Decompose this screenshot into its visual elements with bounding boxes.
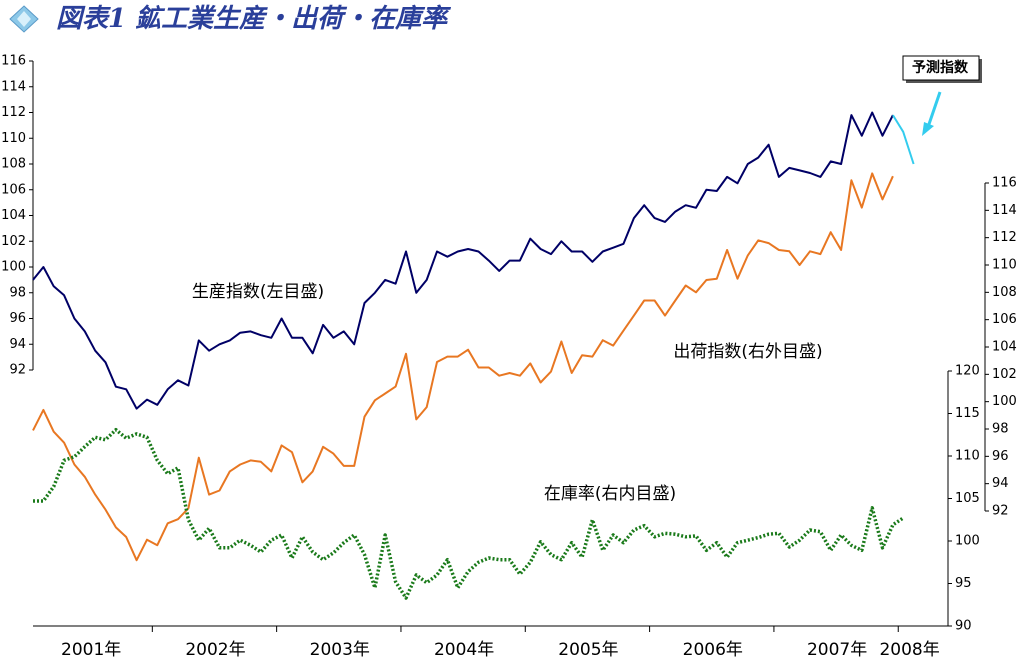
y-tick-label: 100 xyxy=(1,260,26,275)
y3-tick-label: 110 xyxy=(955,449,980,464)
chart-title: 図表1 鉱工業生産・出荷・在庫率 xyxy=(56,4,451,34)
y2-tick-label: 112 xyxy=(992,230,1017,245)
x-tick-label: 2006年 xyxy=(683,640,743,660)
legend-label: 出荷指数(右外目盛) xyxy=(673,342,822,362)
forecast-callout xyxy=(902,55,982,136)
y-tick-label: 116 xyxy=(1,54,26,69)
y2-tick-label: 116 xyxy=(992,176,1017,191)
y-tick-label: 94 xyxy=(9,337,26,352)
y2-tick-label: 100 xyxy=(992,394,1017,409)
y-tick-label: 104 xyxy=(1,208,26,223)
y2-tick-label: 106 xyxy=(992,312,1017,327)
series-line xyxy=(32,111,894,410)
y2-tick-label: 104 xyxy=(992,340,1017,355)
y-tick-label: 112 xyxy=(1,105,26,120)
y3-tick-label: 120 xyxy=(955,364,980,379)
y3-tick-label: 115 xyxy=(955,406,980,421)
x-tick-label: 2002年 xyxy=(185,640,245,660)
y-tick-label: 102 xyxy=(1,234,26,249)
x-tick-label: 2007年 xyxy=(807,640,867,660)
y-tick-label: 96 xyxy=(9,311,26,326)
legend-label: 在庫率(右内目盛) xyxy=(544,484,676,504)
y-tick-label: 108 xyxy=(1,157,26,172)
title-icon xyxy=(9,5,39,33)
y2-tick-label: 102 xyxy=(992,367,1017,382)
y2-tick-label: 96 xyxy=(992,449,1009,464)
y2-tick-label: 92 xyxy=(992,504,1009,519)
x-tick-label: 2004年 xyxy=(434,640,494,660)
legend-label: 生産指数(左目盛) xyxy=(192,282,324,302)
series-line xyxy=(892,114,915,165)
x-tick-label: 2005年 xyxy=(558,640,618,660)
y2-tick-label: 114 xyxy=(992,203,1017,218)
y2-tick-label: 110 xyxy=(992,258,1017,273)
y2-tick-label: 98 xyxy=(992,422,1009,437)
y3-tick-label: 95 xyxy=(955,576,972,591)
y-tick-label: 106 xyxy=(1,182,26,197)
y-tick-label: 110 xyxy=(1,131,26,146)
y-tick-label: 98 xyxy=(9,285,26,300)
series-line xyxy=(33,427,905,600)
y2-tick-label: 108 xyxy=(992,285,1017,300)
y3-tick-label: 105 xyxy=(955,491,980,506)
x-tick-label: 2008年 xyxy=(879,640,939,660)
x-tick-label: 2001年 xyxy=(61,640,121,660)
y2-tick-label: 94 xyxy=(992,476,1009,491)
y3-tick-label: 90 xyxy=(955,619,972,634)
x-tick-label: 2003年 xyxy=(310,640,370,660)
y3-tick-label: 100 xyxy=(955,534,980,549)
y-tick-label: 114 xyxy=(1,79,26,94)
series-line xyxy=(32,172,894,562)
y-tick-label: 92 xyxy=(9,363,26,378)
legend-label: 予測指数 xyxy=(912,59,969,76)
